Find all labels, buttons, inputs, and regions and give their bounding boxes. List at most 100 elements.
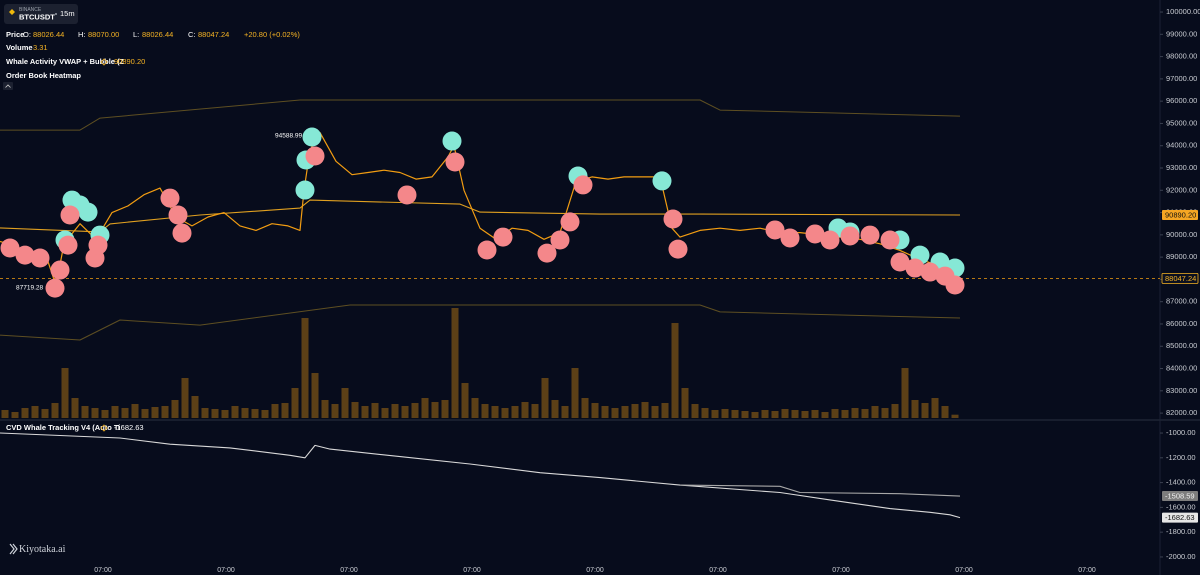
high-annotation: 94588.99 xyxy=(275,132,302,139)
volume-bar xyxy=(351,402,359,418)
volume-bar xyxy=(111,406,119,418)
volume-bar xyxy=(701,408,709,418)
volume-bar xyxy=(831,409,839,418)
brand-icon xyxy=(9,543,18,555)
volume-bar xyxy=(721,409,729,418)
cvd-line xyxy=(679,484,961,497)
volume-bar xyxy=(321,400,329,418)
y-tick-label: 89000.00 xyxy=(1166,252,1197,261)
brand: Kiyotaka.ai xyxy=(9,543,66,555)
volume-bar xyxy=(371,403,379,418)
volume-bar xyxy=(591,403,599,418)
volume-bar xyxy=(391,404,399,418)
x-tick-label: 07:00 xyxy=(217,567,235,574)
whale-bubble xyxy=(537,243,557,263)
low-annotation: 87719.28 xyxy=(16,284,43,291)
whale-bubble xyxy=(78,202,98,222)
whale-bubble xyxy=(890,252,910,272)
price-line xyxy=(0,132,959,287)
volume-bar xyxy=(121,408,129,418)
x-tick-label: 07:00 xyxy=(832,567,850,574)
volume-bar xyxy=(741,411,749,418)
volume-bar xyxy=(271,404,279,418)
volume-bar xyxy=(871,406,879,418)
volume-bar xyxy=(601,406,609,418)
whale-bubble xyxy=(550,230,570,250)
y-tick-label: 82000.00 xyxy=(1166,408,1197,417)
whale-bubble xyxy=(920,262,940,282)
vwap-line xyxy=(0,199,961,233)
volume-bar xyxy=(251,409,259,418)
volume-bar xyxy=(451,308,459,418)
volume-bar xyxy=(221,410,229,418)
volume-bar xyxy=(941,406,949,418)
volume-bar xyxy=(691,404,699,418)
volume-bar xyxy=(561,406,569,418)
x-tick-label: 07:00 xyxy=(955,567,973,574)
volume-bar xyxy=(841,410,849,418)
volume-bar xyxy=(681,388,689,418)
volume-bar xyxy=(791,410,799,418)
volume-bar xyxy=(491,406,499,418)
whale-bubble xyxy=(295,180,315,200)
volume-bar xyxy=(481,404,489,418)
whale-bubble xyxy=(160,188,180,208)
whale-bubble xyxy=(50,260,70,280)
collapse-button[interactable] xyxy=(3,82,13,90)
whale-bubble xyxy=(168,205,188,225)
volume-bar xyxy=(291,388,299,418)
whale-bubble xyxy=(58,235,78,255)
volume-bar xyxy=(641,402,649,418)
volume-bar xyxy=(341,388,349,418)
volume-bar xyxy=(31,406,39,418)
whale-bubble xyxy=(573,175,593,195)
whale-bubble xyxy=(88,235,108,255)
volume-bar xyxy=(901,368,909,418)
whale-bubble xyxy=(30,248,50,268)
ohlc-key: H: xyxy=(78,30,86,39)
volume-bar xyxy=(91,408,99,418)
y-tick-label: 90000.00 xyxy=(1166,230,1197,239)
volume-bar xyxy=(231,406,239,418)
volume-bar xyxy=(921,403,929,418)
dot xyxy=(55,13,57,15)
interval: 15m xyxy=(60,9,75,18)
price-tag xyxy=(1162,491,1198,502)
price-tag-label: -1682.63 xyxy=(1165,513,1195,522)
whale-bubble xyxy=(840,226,860,246)
symbol-box[interactable]: BINANCE BTCUSDT 15m xyxy=(4,4,78,24)
volume-label: Volume xyxy=(6,43,33,52)
whale-bubble xyxy=(765,220,785,240)
whale-bubble xyxy=(172,223,192,243)
volume-bar xyxy=(281,403,289,418)
y-tick-label: 95000.00 xyxy=(1166,118,1197,127)
price-tag-label: 90890.20 xyxy=(1165,210,1196,219)
volume-bar xyxy=(1,410,9,418)
collapse-bg xyxy=(3,82,13,90)
whale-bubble xyxy=(0,238,20,258)
y-tick-label: 86000.00 xyxy=(1166,319,1197,328)
whale-bubble xyxy=(652,171,672,191)
whale-bubble xyxy=(445,152,465,172)
volume-bar xyxy=(161,406,169,418)
price-tag xyxy=(1161,272,1199,284)
heatmap-label: Order Book Heatmap xyxy=(6,71,81,80)
volume-bar xyxy=(811,410,819,418)
x-tick-label: 07:00 xyxy=(94,567,112,574)
price-tag-label: 88047.24 xyxy=(1165,274,1196,283)
volume-bar xyxy=(581,398,589,418)
volume-bar xyxy=(751,412,759,418)
volume-bar xyxy=(551,400,559,418)
volume-bar xyxy=(381,408,389,418)
volume-bar xyxy=(131,404,139,418)
volume-bar xyxy=(311,373,319,418)
bubbles-layer xyxy=(0,127,965,298)
volume-bar xyxy=(781,409,789,418)
y-tick-label: 87000.00 xyxy=(1166,297,1197,306)
exchange-icon xyxy=(9,9,15,15)
ohlc-value: 88026.44 xyxy=(33,30,64,39)
volume-bar xyxy=(881,408,889,418)
whale-bubble xyxy=(305,146,325,166)
y-tick-label: 83000.00 xyxy=(1166,386,1197,395)
price-tag xyxy=(1162,512,1198,523)
